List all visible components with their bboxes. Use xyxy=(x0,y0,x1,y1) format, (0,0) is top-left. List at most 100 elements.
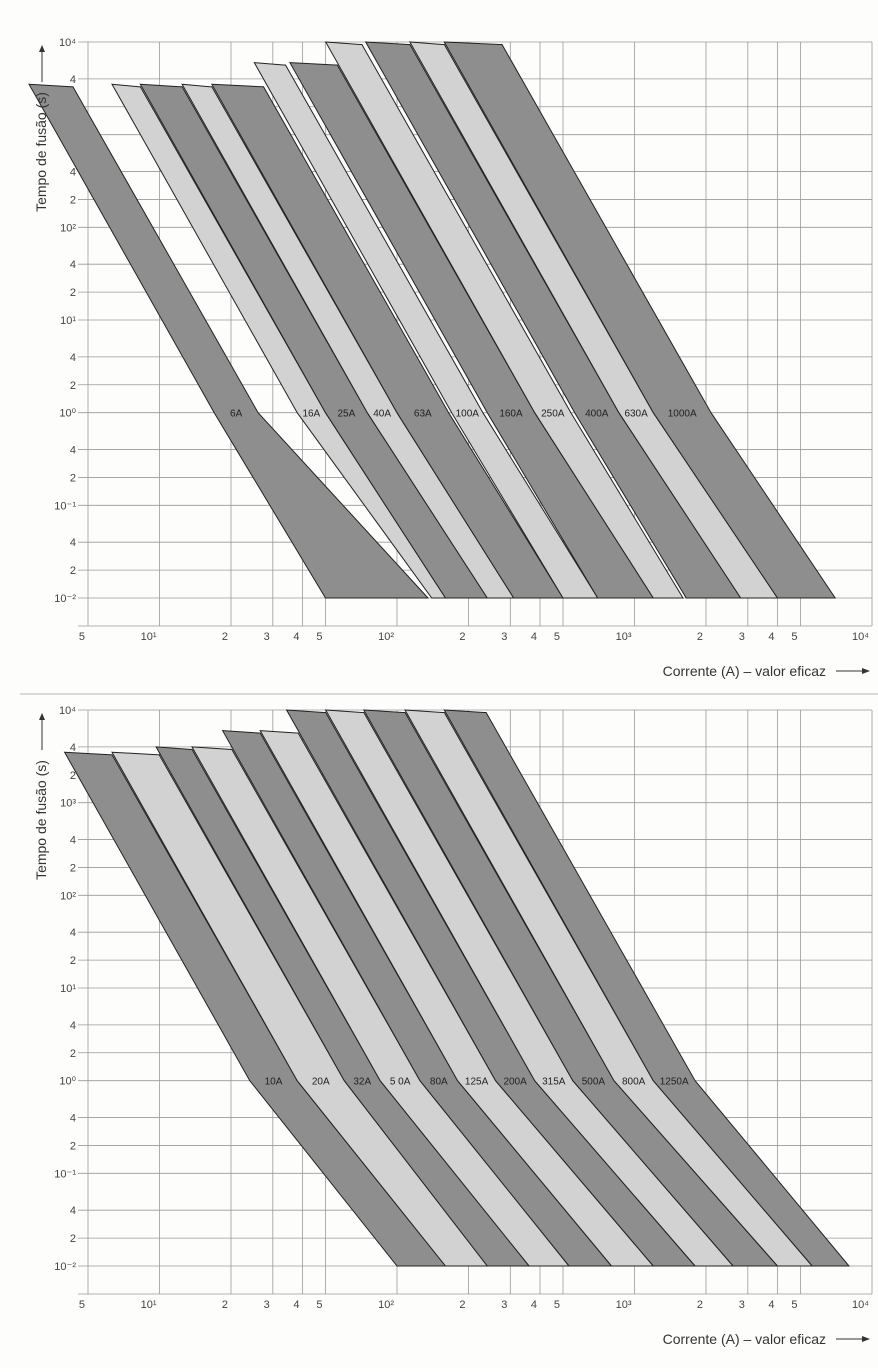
y-tick-label: 10⁴ xyxy=(59,705,76,717)
fuse-rating-label: 315A xyxy=(542,1077,566,1088)
x-tick-label: 5 xyxy=(79,631,85,643)
y-tick-label: 10⁴ xyxy=(59,37,76,49)
x-tick-label: 5 xyxy=(316,1299,322,1311)
y-tick-label: 4 xyxy=(70,1205,76,1217)
fuse-chart-1: 5 10¹ 2 3 4 5 10² 2 3 4 5 10³ 2 3 4 5 10⁴ 10⁻² 2 4 10⁻¹ 2 4 10⁰… xyxy=(28,37,873,679)
x-tick-label: 10⁴ xyxy=(852,1299,869,1311)
fuse-bands xyxy=(28,41,837,599)
y-tick-label: 10⁻² xyxy=(54,1261,76,1273)
fuse-rating-label: 25A xyxy=(338,409,356,420)
y-tick-label: 4 xyxy=(70,445,76,457)
fuse-rating-label: 125A xyxy=(465,1077,489,1088)
x-tick-label: 2 xyxy=(222,1299,228,1311)
fuse-rating-labels: 10A 20A 32A 5 0A 80A 125A 200A 315A 500A 800A 1250… xyxy=(265,1077,689,1088)
fuse-rating-label: 800A xyxy=(622,1077,646,1088)
x-tick-label: 10¹ xyxy=(141,631,157,643)
y-axis-title: Tempo de fusão (s) xyxy=(33,760,49,880)
fuse-chart-2: 5 10¹ 2 3 4 5 10² 2 3 4 5 10³ 2 3 4 5 10⁴ 10⁻² 2 4 10⁻¹ 2 4 10⁰… xyxy=(33,705,873,1347)
y-axis-title-group: Tempo de fusão (s) xyxy=(33,713,49,880)
x-tick-label: 3 xyxy=(264,631,270,643)
y-tick-label: 4 xyxy=(70,927,76,939)
x-tick-label: 4 xyxy=(768,631,774,643)
y-tick-label: 4 xyxy=(70,742,76,754)
y-tick-label: 2 xyxy=(70,194,76,206)
fuse-rating-label: 500A xyxy=(582,1077,606,1088)
x-tick-label: 5 xyxy=(791,631,797,643)
fuse-band-1000A xyxy=(443,41,837,599)
y-tick-label: 2 xyxy=(70,380,76,392)
x-tick-label: 4 xyxy=(531,631,537,643)
x-tick-label: 5 xyxy=(316,631,322,643)
y-tick-label: 2 xyxy=(70,565,76,577)
fuse-bands xyxy=(63,709,851,1267)
y-tick-label: 10² xyxy=(60,222,76,234)
x-tick-label: 10¹ xyxy=(141,1299,157,1311)
x-tick-labels: 5 10¹ 2 3 4 5 10² 2 3 4 5 10³ 2 3 4 5 10⁴ xyxy=(79,631,869,643)
x-tick-label: 10³ xyxy=(616,631,632,643)
y-axis-title-group: Tempo de fusão (s) xyxy=(33,45,49,212)
x-tick-label: 5 xyxy=(554,1299,560,1311)
x-tick-label: 2 xyxy=(459,1299,465,1311)
x-tick-label: 3 xyxy=(739,1299,745,1311)
fuse-band-100A xyxy=(253,62,599,599)
y-axis-arrowhead-icon xyxy=(39,713,45,720)
x-tick-label: 3 xyxy=(501,631,507,643)
y-axis-arrowhead-icon xyxy=(39,45,45,52)
x-tick-label: 3 xyxy=(501,1299,507,1311)
y-tick-label: 2 xyxy=(70,1233,76,1245)
x-tick-label: 5 xyxy=(554,631,560,643)
fuse-rating-label: 10A xyxy=(265,1077,283,1088)
fuse-rating-label: 32A xyxy=(353,1077,371,1088)
fuse-band-250A xyxy=(324,41,684,599)
y-tick-label: 10² xyxy=(60,890,76,902)
fuse-rating-label: 80A xyxy=(430,1077,448,1088)
y-tick-label: 10⁰ xyxy=(59,408,76,420)
x-tick-label: 2 xyxy=(459,631,465,643)
y-tick-label: 4 xyxy=(70,259,76,271)
x-tick-label: 10² xyxy=(378,631,394,643)
fuse-rating-label: 63A xyxy=(414,409,432,420)
fuse-rating-label: 5 0A xyxy=(390,1077,411,1088)
y-tick-label: 10⁻² xyxy=(54,593,76,605)
y-tick-label: 2 xyxy=(70,862,76,874)
y-tick-label: 4 xyxy=(70,1113,76,1125)
x-axis-arrowhead-icon xyxy=(862,1336,870,1342)
x-axis-title: Corrente (A) – valor eficaz xyxy=(663,1331,826,1347)
fuse-band-6A xyxy=(28,83,430,599)
x-axis-title: Corrente (A) – valor eficaz xyxy=(663,663,826,679)
y-tick-label: 10⁻¹ xyxy=(54,1168,76,1180)
x-tick-label: 10³ xyxy=(616,1299,632,1311)
x-tick-label: 2 xyxy=(697,631,703,643)
x-tick-label: 4 xyxy=(768,1299,774,1311)
y-tick-label: 2 xyxy=(70,770,76,782)
y-tick-label: 2 xyxy=(70,1140,76,1152)
y-tick-label: 10³ xyxy=(60,798,76,810)
fuse-rating-label: 40A xyxy=(373,409,391,420)
fuse-rating-label: 1250A xyxy=(660,1077,689,1088)
fuse-rating-label: 160A xyxy=(499,409,523,420)
fuse-rating-label: 20A xyxy=(312,1077,330,1088)
y-tick-label: 4 xyxy=(70,1020,76,1032)
x-axis-title-group: Corrente (A) – valor eficaz xyxy=(663,663,870,679)
fuse-rating-label: 200A xyxy=(503,1077,527,1088)
fuse-rating-labels: 6A 16A 25A 40A 63A 100A 160A 250A 400A 630A 1000A xyxy=(230,409,697,420)
y-tick-label: 4 xyxy=(70,537,76,549)
x-tick-label: 10² xyxy=(378,1299,394,1311)
y-tick-label: 4 xyxy=(70,167,76,179)
x-tick-label: 2 xyxy=(697,1299,703,1311)
fuse-rating-label: 6A xyxy=(230,409,243,420)
y-tick-label: 4 xyxy=(70,835,76,847)
y-tick-label: 2 xyxy=(70,472,76,484)
fuse-rating-label: 400A xyxy=(585,409,609,420)
fuse-rating-label: 100A xyxy=(456,409,480,420)
y-tick-labels: 10⁻² 2 4 10⁻¹ 2 4 10⁰ 2 4 10¹ 2 4 10² 2 4 10³ 2 4 10⁴ xyxy=(54,705,76,1273)
x-tick-label: 5 xyxy=(791,1299,797,1311)
y-tick-label: 10⁰ xyxy=(59,1076,76,1088)
fuse-rating-label: 1000A xyxy=(668,409,697,420)
x-tick-label: 4 xyxy=(531,1299,537,1311)
y-tick-label: 2 xyxy=(70,955,76,967)
fuse-band-63A xyxy=(210,83,564,599)
fuse-rating-label: 250A xyxy=(541,409,565,420)
